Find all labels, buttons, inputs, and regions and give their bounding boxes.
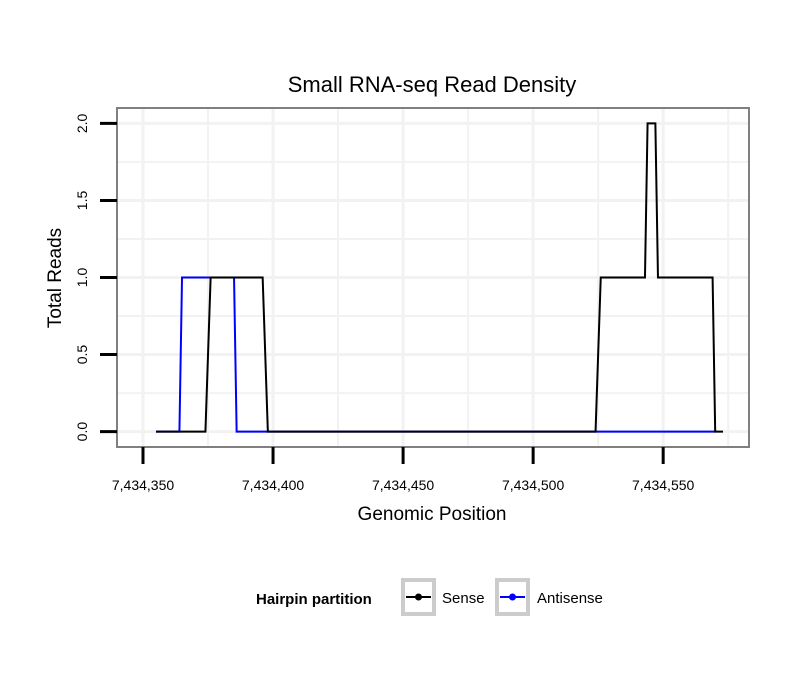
series-layer [156,122,723,433]
x-axis: 7,434,350 7,434,400 7,434,450 7,434,500 7,43… [112,447,695,493]
legend-item-sense: Sense [401,578,485,616]
x-tick-label: 7,434,400 [242,477,304,493]
x-tick-label: 7,434,500 [502,477,564,493]
legend-dot-sense [415,593,422,601]
chart-title: Small RNA-seq Read Density [288,72,577,97]
y-axis: 0.0 0.5 1.0 1.5 2.0 [74,113,117,441]
legend: Hairpin partition Sense Antisense [256,578,603,616]
x-axis-title: Genomic Position [358,504,507,525]
y-tick-label: 1.0 [74,268,90,288]
y-axis-title: Total Reads [45,228,66,328]
legend-item-antisense: Antisense [495,578,603,616]
legend-title: Hairpin partition [256,591,372,608]
x-tick-label: 7,434,550 [632,477,694,493]
legend-label-sense: Sense [442,590,485,607]
legend-label-antisense: Antisense [537,590,603,607]
plot-panel [116,107,750,448]
x-tick-label: 7,434,350 [112,477,174,493]
y-tick-label: 0.0 [74,422,90,442]
y-tick-label: 0.5 [74,345,90,365]
legend-dot-antisense [509,593,516,601]
y-tick-label: 2.0 [74,113,90,133]
series-line-sense [156,122,723,433]
x-tick-label: 7,434,450 [372,477,434,493]
y-tick-label: 1.5 [74,191,90,211]
